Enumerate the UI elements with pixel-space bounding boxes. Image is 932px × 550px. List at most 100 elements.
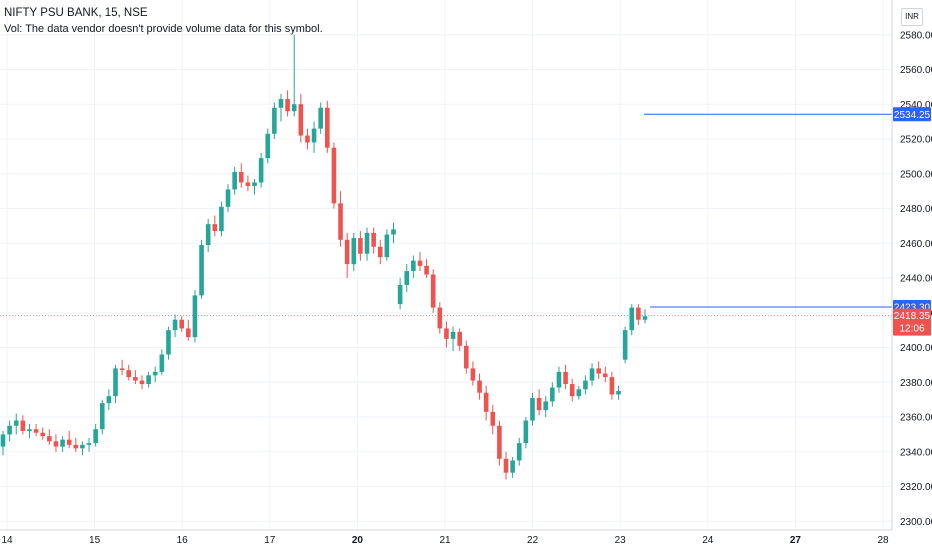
candle [212, 215, 218, 237]
price-tick-label: 2400.00 [900, 343, 932, 354]
candle-body [225, 189, 231, 207]
candle [106, 389, 112, 411]
candle-body [325, 107, 330, 148]
candle-body [258, 158, 264, 183]
currency-badge[interactable]: INR [901, 8, 923, 26]
candle-body [490, 411, 496, 426]
candle [483, 385, 489, 421]
time-tick-label: 21 [439, 535, 451, 546]
horizontal-line-price: 2423.30 [894, 303, 931, 314]
candle [99, 399, 105, 435]
candle-body [238, 172, 244, 183]
candle-body [602, 373, 608, 378]
candle-body [53, 441, 59, 447]
time-tick-label: 17 [264, 535, 276, 546]
candle [391, 222, 396, 244]
time-axis[interactable]: 14 15 16 17 20 21 22 23 24 27 28 [1, 535, 889, 546]
candle-body [391, 229, 396, 235]
candle [344, 232, 350, 279]
price-tick-label: 2520.00 [900, 135, 932, 146]
candle [371, 227, 376, 254]
candle-body [358, 238, 363, 254]
candle [576, 385, 582, 400]
time-tick-label: 28 [877, 535, 889, 546]
candle-body [66, 439, 72, 445]
time-tick-label: 14 [1, 535, 13, 546]
candle-body [411, 260, 416, 272]
last-price-value: 2418.35 [894, 311, 931, 322]
candle [430, 269, 436, 313]
candle [186, 319, 191, 341]
candle [503, 451, 509, 480]
candle-body [272, 107, 277, 134]
candle [450, 326, 456, 352]
horizontal-line-price: 2534.25 [894, 110, 931, 121]
candle-body [152, 371, 158, 376]
candle [93, 424, 98, 447]
price-tick-label: 2560.00 [900, 65, 932, 76]
candle-body [477, 380, 482, 393]
candle [298, 93, 304, 143]
candle [563, 364, 568, 390]
candle [232, 166, 237, 195]
candle-body [450, 331, 456, 339]
last-price-badge [893, 308, 931, 336]
horizontal-lines [0, 113, 892, 317]
candle-body [291, 104, 297, 112]
candle-body [371, 232, 376, 247]
candle [258, 152, 264, 188]
volume-note: Vol: The data vendor doesn't provide vol… [4, 23, 323, 35]
candle-body [424, 265, 429, 275]
candle-body [430, 274, 436, 308]
candle-body [616, 390, 621, 395]
candle [7, 420, 12, 442]
candle-body [318, 107, 323, 129]
candle-body [245, 182, 251, 186]
candle [589, 363, 595, 386]
time-tick-label: 27 [790, 535, 802, 546]
candle [66, 430, 72, 449]
candle-body [404, 271, 410, 285]
price-axis[interactable]: 2300.00 2320.00 2340.00 2360.00 2380.00 2400.… [900, 30, 932, 528]
candle [80, 441, 85, 456]
candle-body [642, 316, 648, 320]
grid [0, 0, 892, 530]
time-tick-label: 24 [702, 535, 714, 546]
candle [543, 396, 549, 418]
candle [364, 227, 370, 261]
candle [265, 128, 271, 164]
candle-body [106, 396, 112, 404]
candle-body [298, 104, 304, 136]
candle-body [583, 380, 588, 390]
horizontal-line-badge [893, 107, 931, 122]
candle-body [219, 206, 224, 232]
candle [86, 437, 92, 452]
candle-body [589, 368, 595, 381]
time-tick-label: 23 [615, 535, 627, 546]
candle-body [60, 439, 65, 447]
price-tick-label: 2580.00 [900, 30, 932, 41]
candle [73, 437, 79, 452]
price-tick-label: 2320.00 [900, 482, 932, 493]
candle-body [470, 368, 476, 381]
candle-body [27, 429, 32, 431]
candle-body [278, 99, 284, 108]
candle [602, 366, 608, 383]
candle-body [629, 307, 635, 331]
candle-body [510, 460, 515, 473]
candle [60, 436, 65, 452]
candle-body [550, 387, 555, 402]
price-tick-label: 2480.00 [900, 204, 932, 215]
candle-body [192, 295, 198, 338]
candle [20, 415, 26, 435]
candle [139, 375, 145, 390]
candle [291, 34, 297, 117]
candle [225, 184, 231, 212]
candle-body [444, 328, 449, 339]
price-tick-label: 2540.00 [900, 100, 932, 111]
candle-body [252, 182, 257, 186]
candle-body [172, 319, 178, 331]
candle-body [86, 443, 92, 445]
candle [477, 373, 482, 400]
